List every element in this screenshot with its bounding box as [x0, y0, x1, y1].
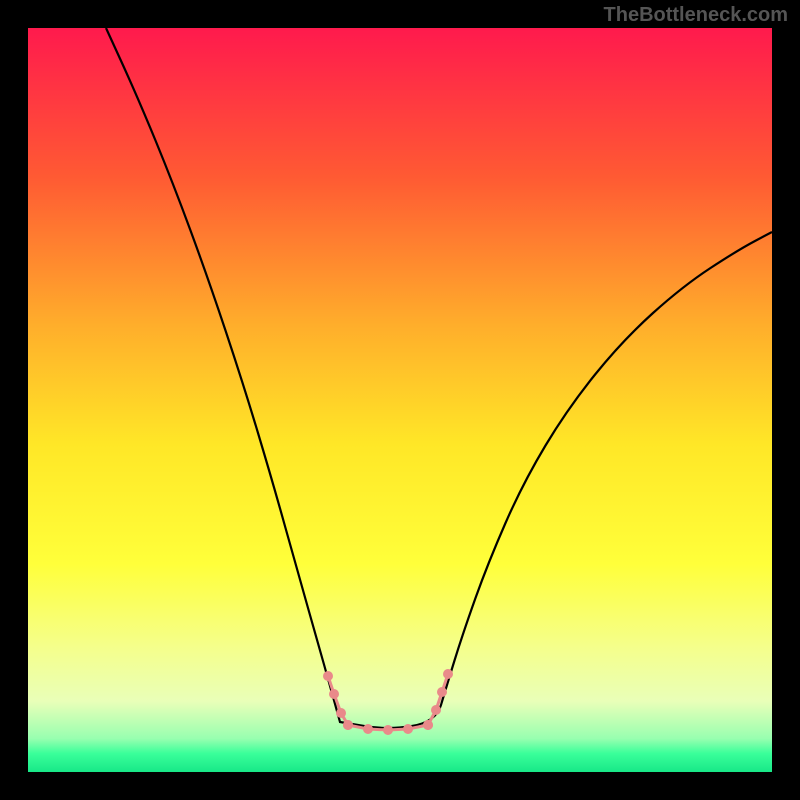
chart-container: TheBottleneck.com [0, 0, 800, 800]
bottleneck-curve [106, 28, 772, 728]
curve-layer [28, 28, 772, 772]
watermark-text: TheBottleneck.com [604, 4, 788, 27]
plot-area [28, 28, 772, 772]
bead-overlay [323, 669, 453, 735]
